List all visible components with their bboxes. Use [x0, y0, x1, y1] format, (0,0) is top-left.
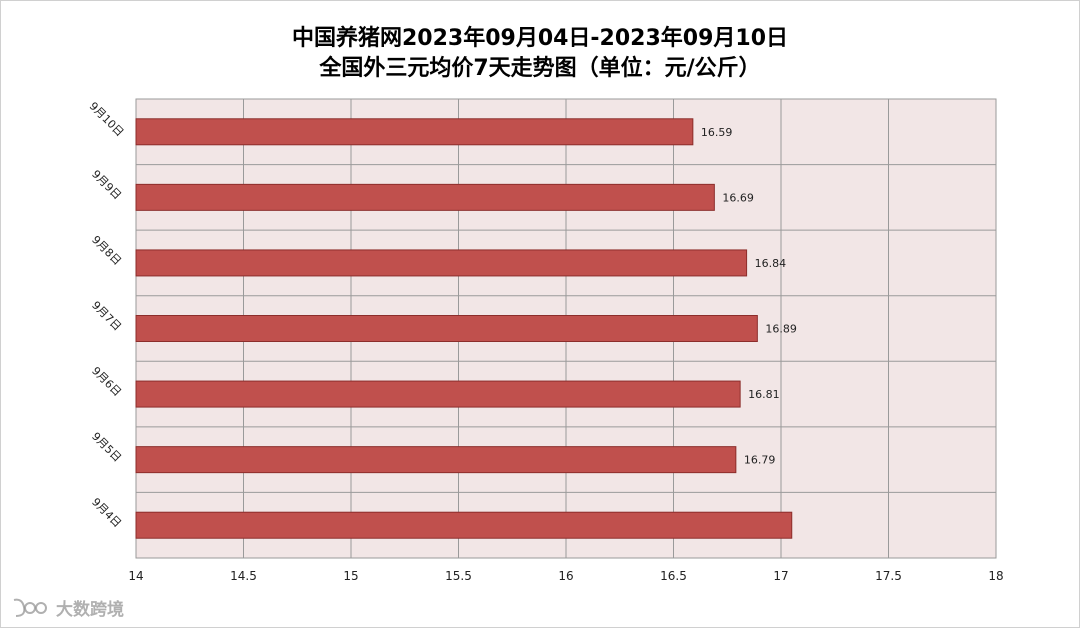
- logo-icon: [13, 598, 47, 617]
- y-tick-label: 9月4日: [89, 495, 124, 530]
- data-label: 16.79: [744, 454, 776, 467]
- y-tick-label: 9月10日: [87, 100, 127, 140]
- chart-title-line-2: 全国外三元均价7天走势图（单位：元/公斤）: [319, 56, 761, 81]
- x-tick-label: 16.5: [660, 569, 687, 583]
- x-tick-label: 18: [988, 569, 1003, 583]
- y-tick-label: 9月7日: [89, 299, 124, 334]
- x-tick-label: 16: [558, 569, 573, 583]
- bar: [135, 183, 715, 211]
- y-tick-label: 9月8日: [89, 233, 124, 268]
- bar: [135, 118, 694, 146]
- bar: [135, 511, 793, 539]
- y-tick-label: 9月6日: [89, 364, 124, 399]
- y-axis-tick-labels: 9月10日 9月9日 9月8日 9月7日 9月6日 9月5日 9月4日: [87, 100, 127, 531]
- x-tick-label: 17.5: [875, 569, 902, 583]
- x-axis-tick-labels: 14 14.5 15 15.5 16 16.5 17 17.5 18: [128, 569, 1003, 583]
- data-label: 16.81: [748, 388, 780, 401]
- bar: [135, 249, 748, 277]
- x-tick-label: 15: [343, 569, 358, 583]
- x-tick-label: 17: [773, 569, 788, 583]
- gridlines: [135, 98, 997, 559]
- bar: [135, 315, 758, 342]
- bar: [135, 380, 741, 408]
- data-labels: 16.59 16.69 16.84 16.89 16.81 16.79: [701, 126, 797, 467]
- x-tick-label: 15.5: [445, 569, 472, 583]
- y-tick-label: 9月5日: [89, 430, 124, 465]
- bars: [135, 118, 793, 539]
- data-label: 16.59: [701, 126, 733, 139]
- x-tick-label: 14: [128, 569, 143, 583]
- data-label: 16.84: [755, 257, 787, 270]
- data-label: 16.89: [765, 323, 797, 336]
- y-tick-label: 9月9日: [89, 168, 124, 203]
- x-tick-label: 14.5: [230, 569, 257, 583]
- data-label: 16.69: [722, 191, 754, 204]
- watermark-text: 大数跨境: [56, 600, 124, 620]
- bar: [135, 446, 737, 474]
- chart-title-line-1: 中国养猪网2023年09月04日-2023年09月10日: [291, 26, 789, 51]
- watermark: 大数跨境: [10, 595, 124, 620]
